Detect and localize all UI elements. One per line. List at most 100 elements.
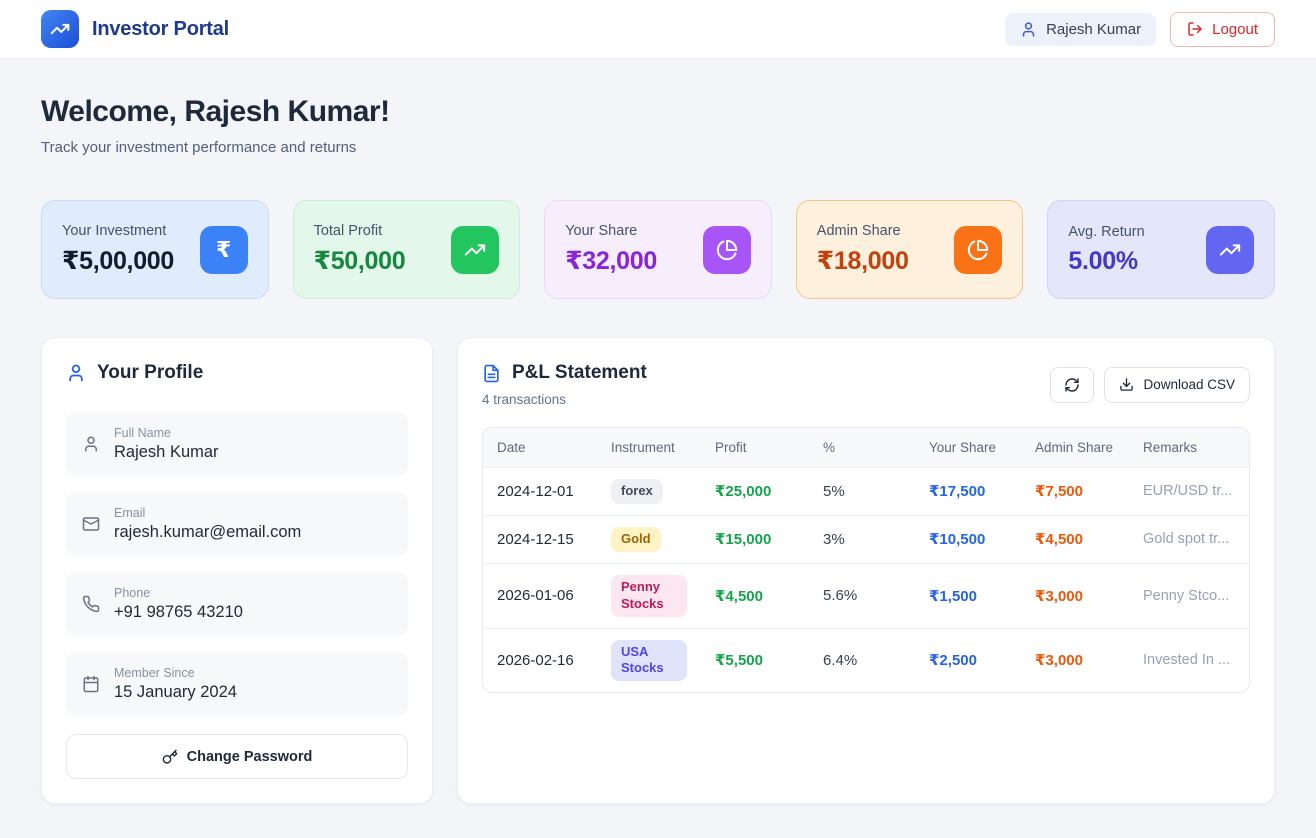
stats-row: Your Investment ₹5,00,000 ₹ Total Profit…: [41, 200, 1275, 299]
cell-admin-share: ₹7,500: [1021, 467, 1129, 516]
stat-value: ₹18,000: [816, 247, 909, 275]
trending-up-icon: [50, 19, 70, 39]
field-label: Member Since: [114, 666, 195, 680]
column-header-date: Date: [483, 428, 597, 468]
field-label: Phone: [114, 586, 151, 600]
cell-percent: 6.4%: [809, 627, 915, 693]
table-row: 2026-02-16 USA Stocks ₹5,500 6.4% ₹2,500…: [483, 627, 1249, 693]
cell-profit: ₹4,500: [701, 562, 809, 629]
top-header: Investor Portal Rajesh Kumar Logout: [0, 0, 1316, 59]
page-subtitle: Track your investment performance and re…: [41, 139, 357, 156]
stat-card-avg-return: Avg. Return 5.00%: [1047, 200, 1275, 299]
cell-admin-share: ₹3,000: [1021, 627, 1129, 693]
cell-remarks: Invested In ...: [1129, 627, 1249, 693]
cell-date: 2026-01-06: [483, 562, 597, 629]
mail-icon: [82, 515, 100, 533]
cell-date: 2026-02-16: [483, 627, 597, 693]
column-header-your-share: Your Share: [915, 428, 1021, 468]
user-icon: [66, 363, 86, 383]
stat-label: Admin Share: [816, 223, 901, 239]
profile-field-email: Email rajesh.kumar@email.com: [66, 492, 408, 556]
stat-card-your-investment: Your Investment ₹5,00,000 ₹: [41, 200, 269, 299]
app-title: Investor Portal: [92, 17, 230, 40]
download-icon: [1119, 377, 1134, 392]
stat-value: ₹50,000: [313, 247, 406, 275]
trending-up-icon: [1206, 225, 1254, 274]
stat-card-total-profit: Total Profit ₹50,000: [292, 200, 521, 299]
main-content: Welcome, Rajesh Kumar! Track your invest…: [0, 59, 1316, 838]
column-header-admin-share: Admin Share: [1021, 428, 1129, 468]
column-header-percent: %: [809, 428, 915, 468]
instrument-badge: Gold: [611, 526, 661, 552]
header-actions: Rajesh Kumar Logout: [1005, 11, 1275, 47]
stat-label: Total Profit: [313, 223, 383, 239]
logout-button[interactable]: Logout: [1170, 11, 1275, 47]
stat-value: ₹5,00,000: [62, 247, 175, 275]
cell-percent: 5.6%: [809, 562, 915, 629]
field-value: +91 98765 43210: [114, 603, 243, 621]
pnl-table: Date Instrument Profit % Your Share Admi…: [482, 427, 1250, 694]
content-panels: Your Profile Full Name Rajesh Kumar: [41, 337, 1275, 804]
stat-card-your-share: Your Share ₹32,000: [544, 200, 772, 299]
cell-your-share: ₹10,500: [915, 514, 1021, 564]
user-icon: [1020, 21, 1037, 38]
profile-title: Your Profile: [97, 362, 204, 383]
transactions-count: 4 transactions: [482, 392, 567, 407]
stat-value: ₹32,000: [565, 247, 657, 275]
cell-remarks: Penny Stco...: [1129, 562, 1249, 629]
cell-remarks: Gold spot tr...: [1129, 514, 1249, 564]
stat-card-admin-share: Admin Share ₹18,000: [795, 200, 1024, 299]
user-name: Rajesh Kumar: [1046, 20, 1142, 38]
pie-chart-icon: [954, 225, 1003, 274]
key-icon: [162, 749, 178, 765]
cell-percent: 3%: [809, 514, 915, 564]
app-brand: Investor Portal: [41, 10, 229, 48]
change-password-label: Change Password: [186, 748, 313, 765]
cell-date: 2024-12-15: [483, 514, 597, 564]
refresh-button[interactable]: [1050, 366, 1095, 403]
column-header-profit: Profit: [701, 428, 809, 468]
calendar-icon: [82, 675, 100, 693]
profile-panel: Your Profile Full Name Rajesh Kumar: [41, 337, 433, 804]
cell-date: 2024-12-01: [483, 467, 597, 516]
table-row: 2026-01-06 Penny Stocks ₹4,500 5.6% ₹1,5…: [483, 562, 1249, 629]
stat-label: Avg. Return: [1068, 223, 1145, 240]
instrument-badge: Penny Stocks: [611, 574, 687, 617]
cell-profit: ₹5,500: [701, 627, 809, 693]
download-csv-label: Download CSV: [1143, 377, 1235, 392]
profile-field-member-since: Member Since 15 January 2024: [66, 652, 408, 716]
user-badge[interactable]: Rajesh Kumar: [1005, 12, 1157, 46]
cell-your-share: ₹17,500: [915, 467, 1021, 516]
field-value: 15 January 2024: [114, 683, 237, 701]
stat-label: Your Investment: [62, 223, 167, 239]
logout-icon: [1187, 21, 1203, 37]
cell-admin-share: ₹3,000: [1021, 562, 1129, 629]
download-csv-button[interactable]: Download CSV: [1104, 366, 1250, 403]
instrument-badge: forex: [611, 479, 663, 504]
cell-profit: ₹25,000: [701, 467, 809, 516]
change-password-button[interactable]: Change Password: [66, 734, 408, 779]
pie-chart-icon: [702, 225, 751, 274]
pnl-title: P&L Statement: [512, 362, 647, 383]
page-title: Welcome, Rajesh Kumar!: [41, 95, 390, 128]
file-text-icon: [482, 364, 501, 383]
profile-field-phone: Phone +91 98765 43210: [66, 572, 408, 636]
stat-label: Your Share: [565, 223, 638, 239]
logout-label: Logout: [1212, 20, 1258, 38]
field-label: Full Name: [114, 426, 171, 440]
column-header-remarks: Remarks: [1129, 428, 1249, 468]
trending-up-icon: [451, 225, 500, 274]
cell-admin-share: ₹4,500: [1021, 514, 1129, 564]
table-header-row: Date Instrument Profit % Your Share Admi…: [483, 428, 1249, 468]
field-value: rajesh.kumar@email.com: [114, 523, 302, 541]
instrument-badge: USA Stocks: [611, 639, 687, 682]
user-icon: [82, 435, 100, 453]
cell-profit: ₹15,000: [701, 514, 809, 564]
cell-remarks: EUR/USD tr...: [1129, 467, 1249, 516]
field-label: Email: [114, 506, 146, 520]
cell-percent: 5%: [809, 467, 915, 516]
field-value: Rajesh Kumar: [114, 443, 219, 461]
table-row: 2024-12-01 forex ₹25,000 5% ₹17,500 ₹7,5…: [483, 467, 1249, 516]
cell-your-share: ₹1,500: [915, 562, 1021, 629]
cell-your-share: ₹2,500: [915, 627, 1021, 693]
